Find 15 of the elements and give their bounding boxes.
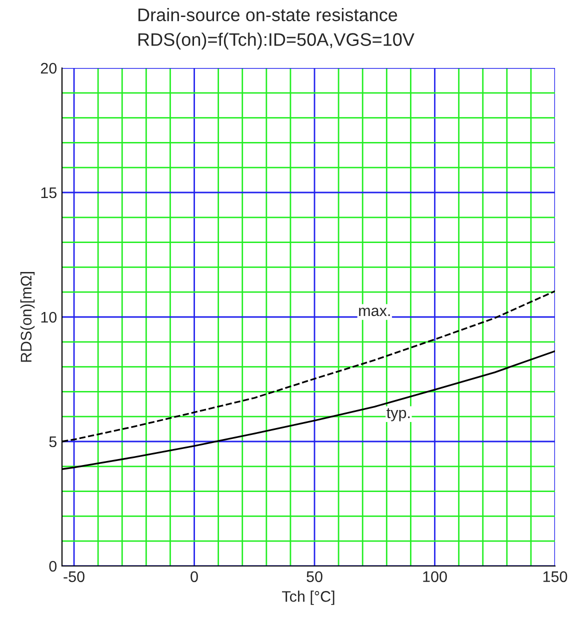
x-tick-label: 100 (423, 571, 447, 582)
x-axis-title: Tch [°C] (282, 590, 334, 605)
x-tick-label: 0 (190, 571, 198, 582)
x-tick-label: 150 (543, 571, 568, 582)
y-tick-label: 0 (49, 560, 57, 572)
x-tick-label: -50 (64, 571, 84, 582)
chart-title: Drain-source on-state resistance RDS(on)=f(Tch):ID=50A,VGS=10V (138, 8, 414, 50)
annotation: max. (359, 308, 390, 316)
y-axis-title: RDS(on)[mΩ] (20, 272, 35, 362)
x-tick-label: 50 (306, 571, 322, 582)
y-tick-label: 20 (40, 62, 57, 74)
annotation: typ. (386, 408, 410, 422)
y-tick-label: 10 (41, 312, 57, 323)
y-tick-label: 15 (41, 188, 56, 198)
y-tick-label: 5 (49, 436, 56, 448)
